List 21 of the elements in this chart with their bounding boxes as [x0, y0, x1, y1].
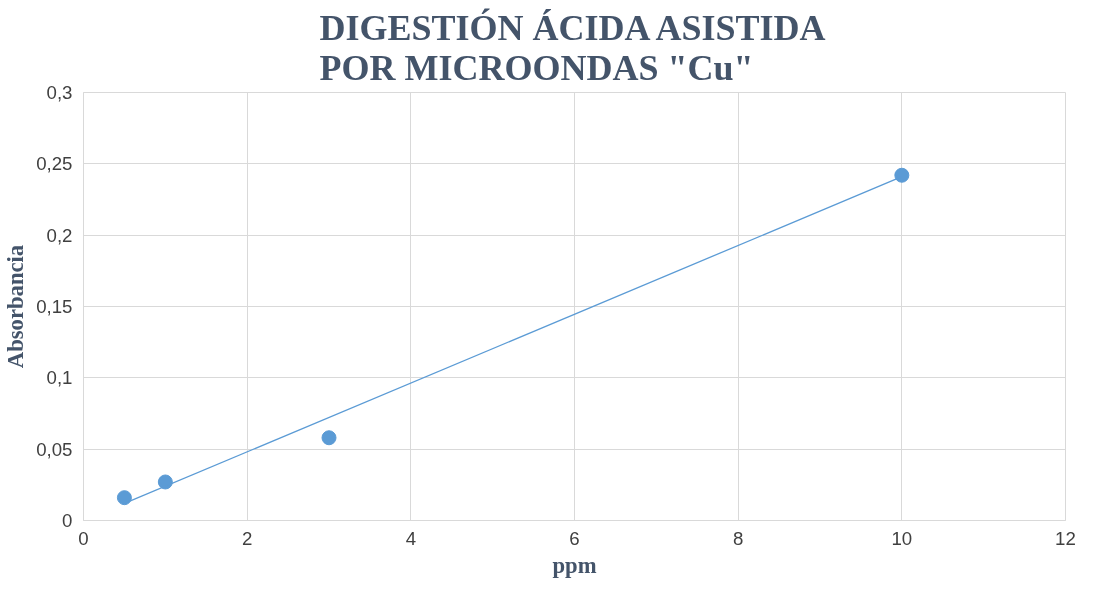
x-tick-label: 6	[569, 527, 580, 549]
y-axis-title: Absorbancia	[3, 244, 29, 369]
x-axis-title: ppm	[552, 552, 597, 578]
point	[157, 474, 173, 490]
y-tick-label: 0,2	[46, 224, 73, 246]
x-tick-label: 10	[891, 527, 913, 549]
y-tick-label: 0,3	[46, 82, 73, 103]
point	[116, 490, 132, 506]
point	[321, 430, 337, 446]
y-tick-label: 0,15	[36, 296, 73, 317]
y-tick-label: 0,1	[46, 367, 73, 389]
x-tick-label: 4	[405, 527, 417, 549]
x-tick-label: 12	[1055, 527, 1076, 549]
x-tick-label: 8	[732, 527, 744, 549]
point	[894, 167, 910, 183]
y-tick-label: 0	[62, 510, 73, 531]
chart-title: DIGESTIÓN ÁCIDA ASISTIDA POR MICROONDAS "Cu"	[319, 7, 826, 88]
y-tick-label: 0,25	[36, 153, 73, 175]
x-tick-label: 0	[78, 527, 89, 549]
x-tick-label: 2	[241, 527, 253, 549]
y-tick-label: 0,05	[36, 438, 73, 460]
